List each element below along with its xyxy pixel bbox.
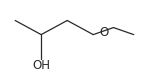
Text: O: O	[99, 26, 109, 39]
Text: OH: OH	[32, 59, 50, 72]
